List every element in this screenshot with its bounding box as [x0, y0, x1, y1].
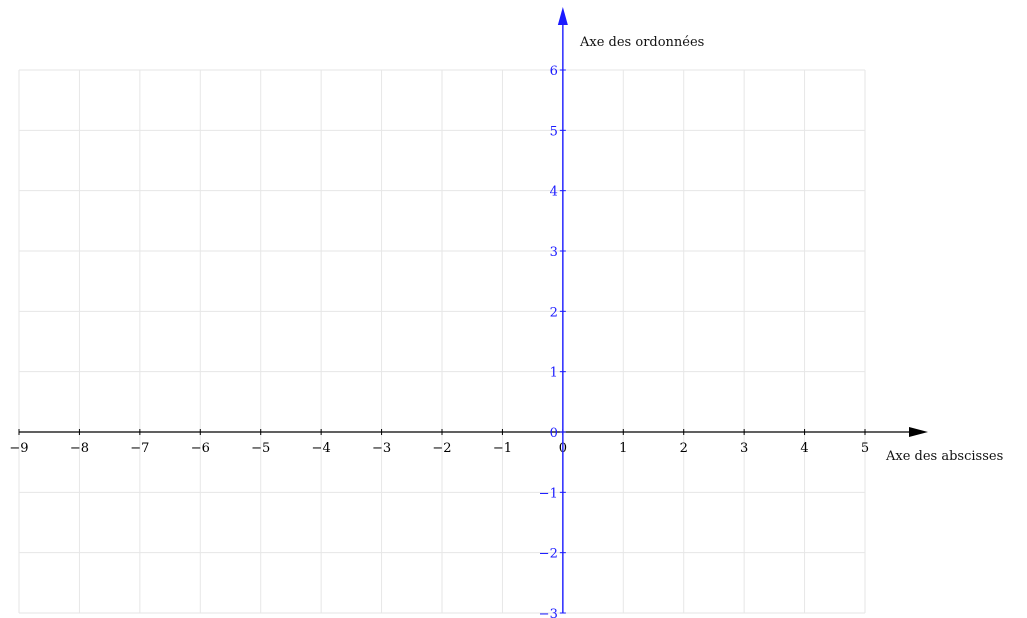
x-tick-label: −1	[493, 441, 512, 456]
x-tick-label: −5	[251, 441, 270, 456]
x-axis-arrowhead	[909, 427, 928, 437]
y-tick-label: 6	[550, 64, 558, 79]
y-axis: −3 −2 −1 0 1 2 3 4 5 6	[539, 7, 568, 618]
x-tick-label: −2	[432, 441, 451, 456]
y-axis-title: Axe des ordonnées	[579, 35, 704, 50]
y-tick-label: −1	[539, 486, 558, 501]
x-tick-label: −3	[372, 441, 391, 456]
y-tick-label: 5	[550, 124, 558, 139]
x-tick-label: 4	[800, 441, 808, 456]
y-tick-label: 2	[550, 305, 558, 320]
x-tick-label: 1	[619, 441, 627, 456]
x-tick-label: −4	[312, 441, 331, 456]
x-tick-label: −8	[70, 441, 89, 456]
y-tick-label: −2	[539, 547, 558, 562]
y-tick-label: −3	[539, 607, 558, 618]
y-axis-arrowhead	[557, 7, 568, 25]
y-tick-label: 3	[550, 245, 558, 260]
x-tick-label: −9	[9, 441, 28, 456]
x-axis: −9 −8 −7 −6 −5 −4 −3 −2 −1 0 1 2 3 4 5	[9, 427, 928, 456]
grid	[18, 69, 866, 614]
y-tick-label: 4	[550, 185, 558, 200]
x-tick-label: −7	[130, 441, 149, 456]
x-axis-title: Axe des abscisses	[885, 449, 1003, 464]
x-tick-label: 3	[740, 441, 748, 456]
y-tick-label: 0	[550, 426, 558, 441]
x-tick-label: 2	[680, 441, 688, 456]
x-tick-label: −6	[191, 441, 210, 456]
x-tick-label: 5	[861, 441, 869, 456]
y-tick-label: 1	[550, 366, 558, 381]
